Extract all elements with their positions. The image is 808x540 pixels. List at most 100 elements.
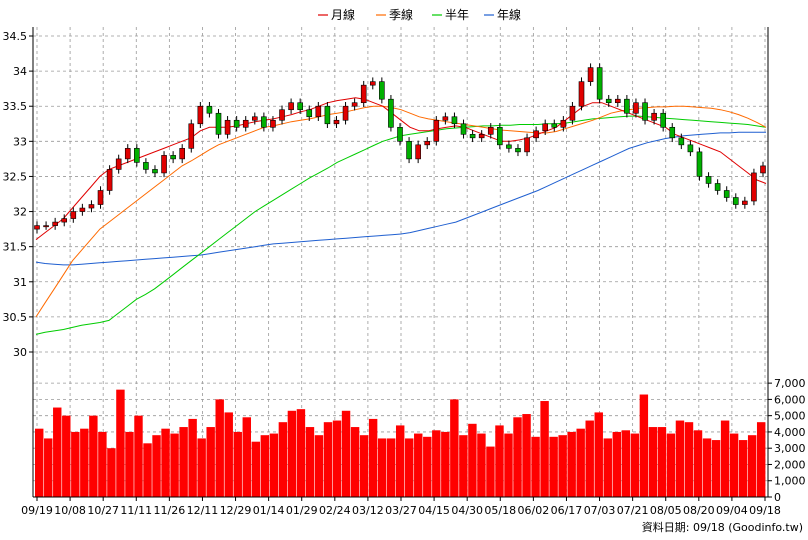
volume-bar: [269, 433, 279, 497]
volume-tick-label: 5,000: [774, 410, 806, 423]
volume-bar: [233, 431, 242, 497]
candle-body: [152, 169, 158, 174]
candle-body: [651, 112, 657, 121]
chart-legend: 月線 季線 半年 年線: [318, 7, 521, 22]
volume-bar: [450, 399, 459, 497]
candle-body: [324, 105, 331, 125]
candle-body: [487, 126, 494, 135]
volume-bar: [53, 407, 62, 497]
volume-bar: [89, 415, 98, 497]
volume-bar: [44, 438, 53, 497]
date-tick-label: 03/12: [352, 504, 384, 517]
volume-bar: [107, 448, 116, 497]
candle-body: [388, 98, 394, 128]
candle-body: [115, 158, 122, 170]
candle-body: [342, 105, 349, 121]
date-tick-label: 09/18: [749, 504, 781, 517]
candle-body: [97, 190, 104, 205]
date-tick-label: 12/11: [187, 504, 219, 517]
date-tick-label: 09/04: [716, 504, 748, 517]
volume-bar: [441, 431, 450, 497]
volume-bar: [215, 399, 224, 497]
candle-body: [143, 162, 149, 170]
volume-bar: [287, 410, 297, 497]
volume-bar: [468, 423, 477, 497]
volume-bar: [693, 430, 703, 497]
legend-label-1: 季線: [389, 7, 413, 22]
volume-bar: [756, 422, 766, 497]
candle-body: [360, 84, 367, 104]
price-tick-label: 33: [13, 135, 27, 148]
volume-bar: [522, 414, 531, 497]
price-tick-label: 34.5: [3, 30, 28, 43]
date-tick-label: 11/26: [154, 504, 186, 517]
candle-body: [460, 123, 467, 135]
volume-bar: [414, 433, 423, 497]
volume-axis-ticks: 7,000 6,000 5,000 4,000 3,000 2,000 1,000 0: [768, 377, 806, 504]
volume-bar: [116, 389, 125, 497]
volume-bar: [206, 427, 215, 497]
candle-body: [397, 126, 403, 142]
volume-bar: [594, 412, 603, 497]
volume-bar: [170, 433, 179, 497]
volume-bar: [405, 438, 414, 497]
volume-bar: [305, 427, 315, 497]
candle-body: [451, 116, 458, 125]
candle-body: [742, 200, 748, 205]
volume-bar: [179, 427, 188, 497]
volume-bar: [549, 436, 558, 497]
candle-body: [197, 105, 204, 125]
candle-body: [687, 144, 694, 153]
volume-bar: [747, 435, 757, 497]
volume-bar: [125, 431, 134, 497]
candle-body: [569, 105, 576, 121]
volume-bar: [278, 422, 288, 497]
volume-bar: [197, 438, 206, 497]
candle-body: [369, 81, 376, 86]
candle-body: [233, 119, 240, 128]
volume-bar: [477, 433, 486, 497]
volume-tick-label: 4,000: [774, 426, 806, 439]
volume-bar: [251, 441, 261, 497]
candle-body: [560, 119, 567, 128]
candle-body: [306, 109, 313, 118]
volume-bar: [567, 431, 576, 497]
volume-bar: [188, 418, 197, 497]
candle-body: [433, 119, 440, 142]
volume-bar: [540, 401, 549, 497]
candle-body: [760, 165, 766, 174]
candle-body: [678, 137, 685, 146]
volume-bar: [531, 436, 540, 497]
candle-body: [242, 119, 249, 128]
volume-bar: [152, 435, 161, 497]
candle-body: [551, 123, 558, 128]
candle-body: [642, 102, 648, 121]
candle-body: [696, 151, 703, 177]
price-axis-ticks: 34.5 34 33.5 33 32.5 32 31.5 31 30.5 30: [3, 30, 33, 359]
candle-body: [279, 109, 285, 121]
candle-body: [406, 141, 412, 160]
candle-body: [633, 102, 639, 114]
volume-bar: [738, 440, 748, 497]
candle-body: [497, 126, 503, 146]
volume-tick-label: 2,000: [774, 458, 806, 471]
volume-bar: [296, 409, 306, 497]
candle-body: [179, 148, 185, 160]
candle-body: [515, 148, 521, 153]
candle-body: [524, 137, 530, 153]
candle-body: [624, 98, 630, 114]
date-tick-label: 09/19: [21, 504, 53, 517]
date-axis-ticks: 09/19 10/08 10/27 11/11 11/26 12/11 12/29 01/14…: [21, 497, 781, 517]
date-tick-label: 06/02: [518, 504, 550, 517]
ma-year-line: [35, 131, 766, 266]
candle-body: [106, 169, 113, 191]
candle-body: [732, 197, 739, 205]
candle-body: [424, 141, 431, 146]
volume-bar: [359, 435, 369, 497]
candle-body: [215, 112, 222, 135]
volume-tick-label: 0: [774, 491, 781, 504]
volume-bar: [224, 412, 233, 497]
date-tick-label: 04/30: [451, 504, 483, 517]
volume-bar: [341, 410, 351, 497]
date-tick-label: 08/20: [683, 504, 715, 517]
